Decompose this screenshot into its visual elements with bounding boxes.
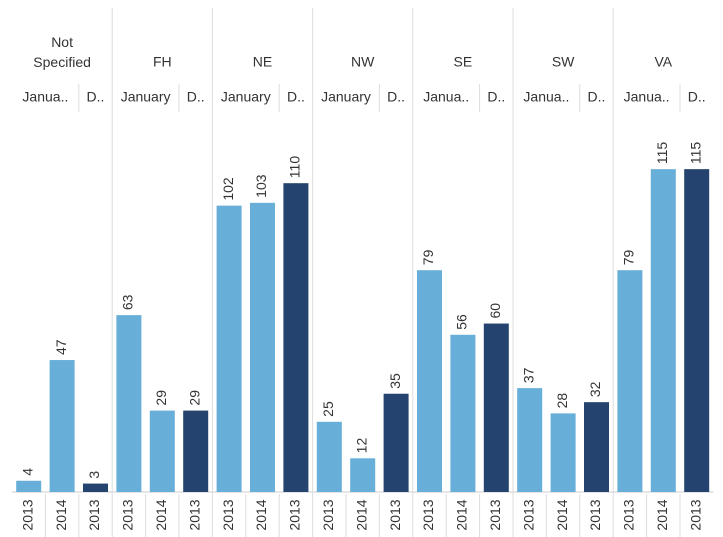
year-label: 2013 [420, 499, 436, 530]
year-label: 2013 [387, 499, 403, 530]
bar [617, 270, 643, 492]
month-label: D.. [688, 89, 706, 105]
year-label: 2014 [153, 499, 169, 530]
bar [450, 334, 476, 492]
group-label: Not Specified [33, 34, 91, 70]
value-label: 4 [19, 468, 35, 476]
value-label: 79 [420, 249, 436, 265]
bar [16, 480, 42, 492]
year-label: 2013 [287, 499, 303, 530]
value-label: 3 [86, 471, 102, 479]
year-label: 2013 [487, 499, 503, 530]
value-label: 115 [654, 142, 670, 165]
month-label: D.. [87, 89, 105, 105]
group-label: FH [153, 54, 172, 70]
bar [417, 270, 442, 492]
value-label: 32 [587, 381, 603, 397]
bar [116, 315, 142, 492]
year-label: 2013 [86, 499, 102, 530]
bar [584, 402, 609, 492]
bar [650, 169, 676, 493]
month-label: D.. [487, 89, 505, 105]
year-label: 2014 [454, 499, 470, 530]
month-label: January [121, 89, 171, 105]
year-label: 2013 [120, 499, 136, 530]
value-label: 12 [353, 438, 369, 454]
group-label: SW [552, 54, 575, 70]
value-label: 115 [687, 142, 703, 165]
year-label: 2013 [186, 499, 202, 530]
value-label: 47 [53, 339, 69, 355]
value-label: 37 [520, 367, 536, 383]
year-label: 2013 [587, 499, 603, 530]
bar [216, 205, 242, 492]
year-label: 2014 [53, 499, 69, 530]
year-label: 2014 [654, 499, 670, 530]
bar [483, 323, 509, 492]
group-label: SE [454, 54, 473, 70]
month-label: Janua.. [523, 89, 569, 105]
value-label: 60 [487, 303, 503, 319]
month-label: D.. [588, 89, 606, 105]
year-label: 2013 [520, 499, 536, 530]
year-label: 2014 [554, 499, 570, 530]
value-label: 29 [186, 390, 202, 406]
year-label: 2014 [253, 499, 269, 530]
group-label: NE [253, 54, 272, 70]
year-label: 2014 [353, 499, 369, 530]
value-label: 102 [220, 177, 236, 201]
year-label: 2013 [320, 499, 336, 530]
value-label: 25 [320, 401, 336, 417]
group-label: NW [351, 54, 375, 70]
value-label: 35 [387, 373, 403, 389]
year-label: 2013 [220, 499, 236, 530]
group-label: VA [654, 54, 672, 70]
bar [149, 410, 175, 492]
bar [383, 393, 409, 492]
value-label: 28 [554, 393, 570, 409]
bar [49, 360, 75, 492]
bar [83, 483, 108, 492]
year-label: 2013 [19, 499, 35, 530]
bar [350, 458, 376, 492]
value-label: 103 [253, 174, 269, 198]
month-label: D.. [287, 89, 305, 105]
bar [517, 388, 543, 492]
value-label: 56 [454, 314, 470, 330]
bar [250, 202, 275, 492]
year-label: 2013 [621, 499, 637, 530]
value-label: 79 [621, 249, 637, 265]
value-label: 63 [120, 294, 136, 310]
bar [316, 421, 342, 492]
month-label: Janua.. [423, 89, 469, 105]
month-label: January [221, 89, 271, 105]
bar [550, 413, 576, 492]
bar [684, 169, 710, 493]
month-label: D.. [187, 89, 205, 105]
month-label: D.. [387, 89, 405, 105]
month-label: Janua.. [22, 89, 68, 105]
month-label: January [321, 89, 371, 105]
year-label: 2013 [687, 499, 703, 530]
bar [183, 410, 209, 492]
bar [283, 183, 309, 492]
value-label: 29 [153, 390, 169, 406]
month-label: Janua.. [624, 89, 670, 105]
value-label: 110 [287, 156, 303, 179]
